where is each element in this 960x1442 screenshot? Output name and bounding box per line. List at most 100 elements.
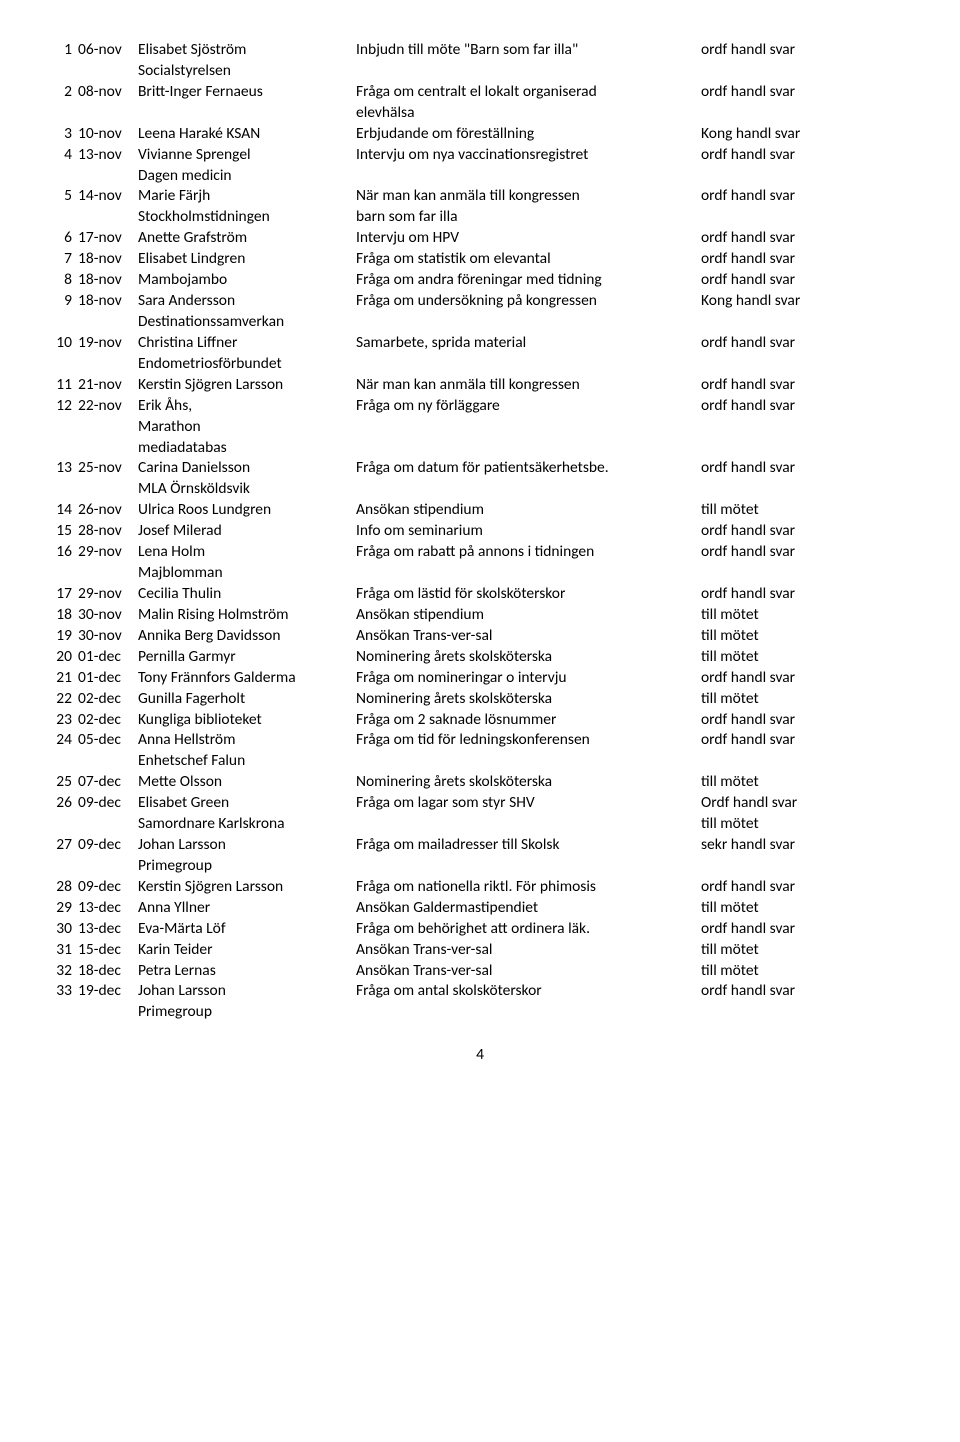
row-number: [48, 61, 78, 82]
row-from: Destinationssamverkan: [138, 312, 356, 333]
table-row: 2609-decElisabet GreenFråga om lagar som…: [48, 793, 912, 814]
row-subject: Fråga om statistik om elevantal: [356, 249, 701, 270]
row-action: ordf handl svar: [701, 542, 912, 563]
row-date: 09-dec: [78, 835, 138, 856]
row-number: 6: [48, 228, 78, 249]
row-date: [78, 312, 138, 333]
table-row: 2507-decMette OlssonNominering årets sko…: [48, 772, 912, 793]
row-number: 25: [48, 772, 78, 793]
row-date: [78, 856, 138, 877]
row-date: 19-nov: [78, 333, 138, 354]
row-action: ordf handl svar: [701, 981, 912, 1002]
row-number: [48, 479, 78, 500]
table-row: 2101-decTony Frännfors GaldermaFråga om …: [48, 668, 912, 689]
row-number: 13: [48, 458, 78, 479]
table-row: 2202-decGunilla FagerholtNominering året…: [48, 689, 912, 710]
row-date: [78, 479, 138, 500]
table-row: Socialstyrelsen: [48, 61, 912, 82]
row-date: 05-dec: [78, 730, 138, 751]
row-subject: Fråga om datum för patientsäkerhetsbe.: [356, 458, 701, 479]
row-from: Tony Frännfors Galderma: [138, 668, 356, 689]
row-number: 2: [48, 82, 78, 103]
row-date: 01-dec: [78, 647, 138, 668]
table-row: Marathon: [48, 417, 912, 438]
row-from: Vivianne Sprengel: [138, 145, 356, 166]
row-from: Anna Hellström: [138, 730, 356, 751]
row-subject: Intervju om nya vaccinationsregistret: [356, 145, 701, 166]
row-action: till mötet: [701, 772, 912, 793]
row-from: Annika Berg Davidsson: [138, 626, 356, 647]
row-subject: Inbjudn till möte "Barn som far illa": [356, 40, 701, 61]
row-number: 23: [48, 710, 78, 731]
row-number: [48, 1002, 78, 1023]
row-action: [701, 207, 912, 228]
row-number: 3: [48, 124, 78, 145]
row-from: Mette Olsson: [138, 772, 356, 793]
row-date: 06-nov: [78, 40, 138, 61]
row-subject: [356, 856, 701, 877]
row-number: [48, 438, 78, 459]
row-action: ordf handl svar: [701, 249, 912, 270]
row-number: [48, 563, 78, 584]
table-row: 1729-novCecilia ThulinFråga om lästid fö…: [48, 584, 912, 605]
row-subject: [356, 417, 701, 438]
row-subject: [356, 814, 701, 835]
row-from: Samordnare Karlskrona: [138, 814, 356, 835]
table-row: 3319-decJohan LarssonFråga om antal skol…: [48, 981, 912, 1002]
row-action: ordf handl svar: [701, 584, 912, 605]
table-row: 2709-decJohan LarssonFråga om mailadress…: [48, 835, 912, 856]
table-row: 310-novLeena Haraké KSANErbjudande om fö…: [48, 124, 912, 145]
table-row: 3013-decEva-Märta LöfFråga om behörighet…: [48, 919, 912, 940]
row-action: till mötet: [701, 647, 912, 668]
row-subject: Fråga om lagar som styr SHV: [356, 793, 701, 814]
row-action: [701, 1002, 912, 1023]
row-date: 18-nov: [78, 291, 138, 312]
row-date: 10-nov: [78, 124, 138, 145]
row-subject: elevhälsa: [356, 103, 701, 124]
row-number: [48, 814, 78, 835]
row-from: Sara Andersson: [138, 291, 356, 312]
row-number: 27: [48, 835, 78, 856]
row-date: [78, 438, 138, 459]
table-row: 2809-decKerstin Sjögren LarssonFråga om …: [48, 877, 912, 898]
row-date: 30-nov: [78, 605, 138, 626]
row-number: 29: [48, 898, 78, 919]
row-action: till mötet: [701, 689, 912, 710]
row-date: 09-dec: [78, 793, 138, 814]
row-from: Mambojambo: [138, 270, 356, 291]
row-number: [48, 103, 78, 124]
row-subject: Fråga om mailadresser till Skolsk: [356, 835, 701, 856]
row-from: Britt-Inger Fernaeus: [138, 82, 356, 103]
table-row: Endometriosförbundet: [48, 354, 912, 375]
row-action: ordf handl svar: [701, 521, 912, 542]
row-date: [78, 354, 138, 375]
row-from: Anna Yllner: [138, 898, 356, 919]
row-action: Kong handl svar: [701, 291, 912, 312]
row-from: Kerstin Sjögren Larsson: [138, 375, 356, 396]
table-row: 514-novMarie FärjhNär man kan anmäla til…: [48, 186, 912, 207]
row-subject: Ansökan stipendium: [356, 605, 701, 626]
table-row: 1121-novKerstin Sjögren LarssonNär man k…: [48, 375, 912, 396]
table-row: Destinationssamverkan: [48, 312, 912, 333]
row-subject: [356, 751, 701, 772]
row-from: Cecilia Thulin: [138, 584, 356, 605]
row-from: Johan Larsson: [138, 835, 356, 856]
row-number: 15: [48, 521, 78, 542]
table-row: mediadatabas: [48, 438, 912, 459]
row-number: [48, 207, 78, 228]
row-subject: Fråga om ny förläggare: [356, 396, 701, 417]
row-date: [78, 814, 138, 835]
row-number: 30: [48, 919, 78, 940]
row-action: ordf handl svar: [701, 730, 912, 751]
row-date: 18-nov: [78, 249, 138, 270]
row-from: Kerstin Sjögren Larsson: [138, 877, 356, 898]
row-action: till mötet: [701, 500, 912, 521]
row-action: ordf handl svar: [701, 458, 912, 479]
table-row: 1830-novMalin Rising HolmströmAnsökan st…: [48, 605, 912, 626]
row-from: Johan Larsson: [138, 981, 356, 1002]
table-row: 106-novElisabet SjöströmInbjudn till möt…: [48, 40, 912, 61]
row-action: ordf handl svar: [701, 396, 912, 417]
table-row: 3218-decPetra LernasAnsökan Trans-ver-sa…: [48, 961, 912, 982]
row-from: Malin Rising Holmström: [138, 605, 356, 626]
row-date: 08-nov: [78, 82, 138, 103]
